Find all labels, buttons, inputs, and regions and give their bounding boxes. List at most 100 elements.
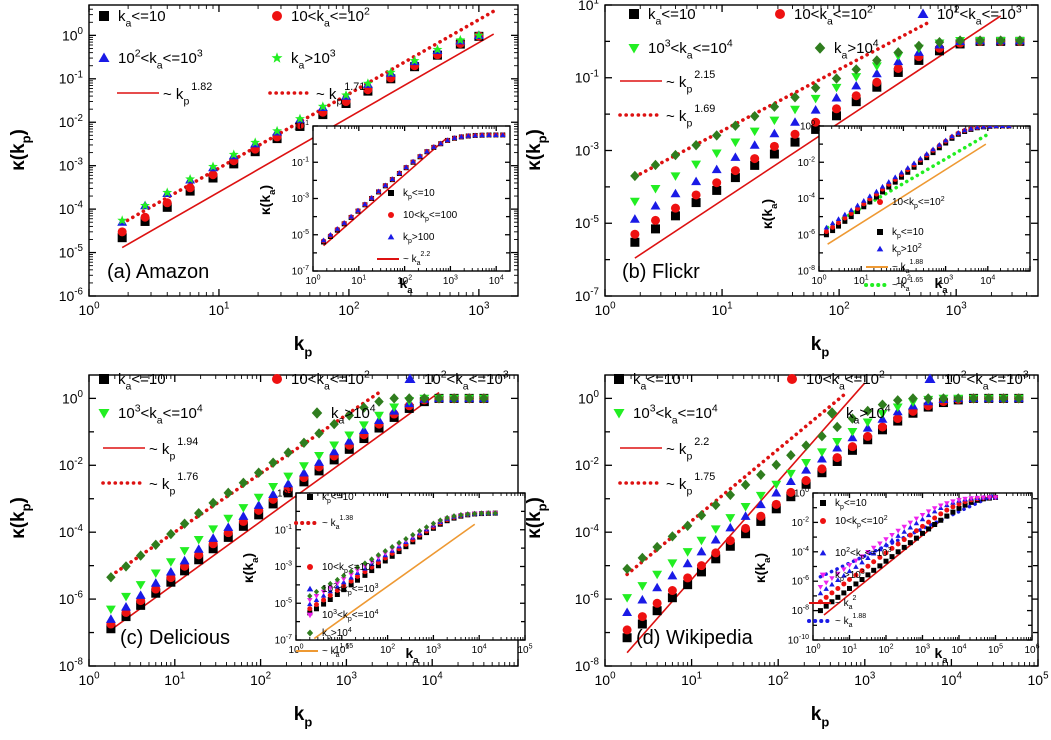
- data-point-square: [194, 555, 204, 565]
- data-point-square: [99, 11, 109, 21]
- data-point-square: [811, 124, 821, 134]
- data-point-triangle: [980, 126, 987, 129]
- data-point-square: [913, 535, 919, 541]
- text-span: ~ k: [835, 598, 850, 609]
- text-span: 0: [94, 301, 100, 312]
- data-point-diamond: [320, 584, 327, 591]
- text-span: 2: [135, 47, 141, 59]
- data-point-invtriangle: [179, 547, 190, 556]
- data-point-circle: [895, 541, 901, 547]
- data-point-triangle: [831, 92, 842, 102]
- text-span: -3: [303, 193, 309, 200]
- text-span: -8: [74, 657, 83, 668]
- text-span: 10: [62, 27, 78, 43]
- data-point-circle: [883, 550, 889, 556]
- data-point-triangle: [403, 164, 409, 170]
- text-span: k: [118, 371, 126, 388]
- data-point-circle: [185, 183, 195, 193]
- data-point-diamond: [893, 47, 903, 58]
- y-tick-label: 101: [277, 487, 292, 500]
- y-tick-label: 10-6: [798, 229, 815, 242]
- text-span: 10: [854, 672, 870, 688]
- text-span: 4: [963, 644, 967, 651]
- data-point-diamond: [423, 524, 430, 530]
- text-span: 10: [275, 525, 287, 536]
- data-point-triangle: [696, 546, 707, 556]
- legend-label: 10<ka<=102: [291, 368, 370, 392]
- data-point-circle: [786, 487, 796, 497]
- inset-legend: kp<=10~ ka1.3810<kp<=102102<kp<=103103<k…: [294, 492, 379, 659]
- data-point-diamond: [151, 539, 161, 550]
- data-point-square: [769, 149, 779, 159]
- x-tick-label: 103: [938, 275, 953, 288]
- data-point-square: [861, 204, 867, 210]
- text-span: 3: [484, 301, 490, 312]
- inset-legend-label: ~ ka1.65: [892, 277, 923, 293]
- text-span: 4: [873, 37, 879, 49]
- text-span: p: [327, 498, 331, 505]
- text-span: -3: [286, 561, 292, 568]
- data-point-invtriangle: [696, 536, 707, 546]
- text-span: a: [407, 285, 413, 296]
- text-span: -7: [303, 265, 309, 272]
- text-span: 1: [727, 301, 732, 312]
- data-point-diamond: [847, 413, 858, 424]
- data-point-triangle: [876, 245, 884, 252]
- y-tick-label: 10-3: [292, 193, 309, 206]
- text-span: p: [861, 554, 865, 561]
- y-axis-title: κ(kp): [524, 497, 550, 539]
- data-point-triangle: [710, 534, 721, 544]
- text-span: <=10: [678, 405, 712, 422]
- data-point-triangle: [253, 500, 264, 509]
- data-point-invtriangle: [925, 509, 932, 515]
- data-point-square: [886, 184, 892, 190]
- text-span: 2: [961, 368, 967, 380]
- text-span: 0: [811, 120, 815, 127]
- data-point-circle: [756, 511, 766, 521]
- inset-legend-label: kp>100: [403, 232, 435, 245]
- data-point-invtriangle: [283, 472, 294, 482]
- data-point-triangle: [871, 68, 882, 78]
- text-span: 10: [681, 672, 697, 688]
- data-point-diamond: [344, 410, 354, 421]
- text-span: 2: [391, 644, 395, 651]
- data-point-circle: [307, 606, 313, 612]
- text-span: 10: [829, 302, 845, 318]
- text-span: p: [857, 522, 861, 529]
- data-point-invtriangle: [937, 503, 944, 509]
- data-point-triangle: [344, 436, 355, 445]
- data-point-invtriangle: [389, 403, 400, 413]
- data-point-invtriangle: [374, 411, 384, 421]
- text-span: p: [897, 250, 901, 257]
- text-span: -8: [590, 657, 599, 668]
- data-point-triangle: [913, 520, 920, 526]
- inset-legend-label: 10<kp<=100: [403, 210, 458, 223]
- legend-label: 10<ka<=102: [806, 368, 885, 392]
- data-point-triangle: [931, 508, 938, 514]
- text-span: 10: [118, 405, 135, 422]
- data-point-circle: [841, 581, 847, 587]
- x-tick-label: 102: [768, 671, 789, 688]
- data-point-square: [354, 577, 360, 583]
- data-point-triangle: [298, 468, 309, 477]
- data-point-invtriangle: [362, 564, 368, 569]
- data-point-triangle: [917, 8, 929, 18]
- y-tick-label: 10-8: [59, 657, 84, 674]
- data-point-square: [691, 198, 701, 208]
- data-point-invtriangle: [950, 499, 956, 505]
- data-point-diamond: [354, 564, 361, 571]
- text-span: k: [846, 405, 854, 422]
- x-tick-label: 103: [336, 671, 358, 688]
- data-point-diamond: [817, 431, 827, 442]
- plot-area: [817, 493, 999, 616]
- text-span: 10: [59, 591, 75, 607]
- x-tick-label: 104: [472, 644, 487, 657]
- data-point-square: [629, 9, 639, 19]
- data-point-circle: [820, 518, 826, 524]
- text-span: <=10: [331, 492, 354, 503]
- data-point-diamond: [492, 510, 498, 517]
- data-point-star: [385, 67, 396, 77]
- data-point-square: [650, 224, 660, 234]
- text-span: <k: [447, 371, 464, 388]
